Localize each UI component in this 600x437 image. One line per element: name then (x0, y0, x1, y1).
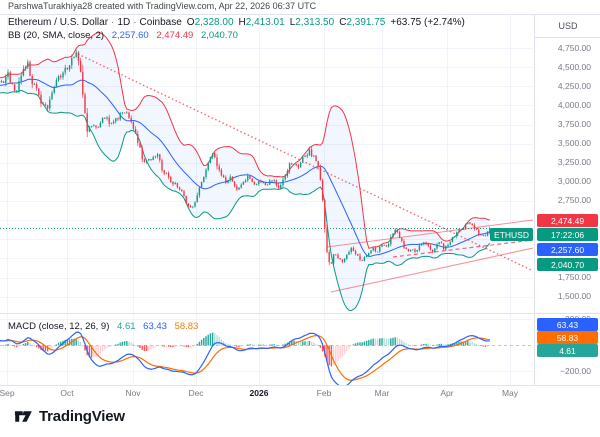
tradingview-logo[interactable]: TradingView (14, 407, 125, 426)
axis-tick-label: 3,250.00 (557, 157, 591, 167)
macd-legend-row[interactable]: MACD (close, 12, 26, 9) 4.61 63.43 58.83 (8, 321, 198, 332)
bb-lower-value: 2,040.70 (200, 30, 238, 41)
macd-indicator-name: MACD (close, 12, 26, 9) (8, 321, 110, 332)
axis-tick-label: 3,500.00 (557, 138, 591, 148)
bb-legend-row[interactable]: BB (20, SMA, close, 2) 2,257.60 2,474.49… (8, 30, 238, 41)
exchange-label: Coinbase (139, 17, 182, 28)
chart-canvas[interactable] (0, 15, 534, 385)
tradingview-logo-icon (14, 411, 32, 422)
axis-tick-label: 3,000.00 (557, 176, 591, 186)
symbol-legend-row[interactable]: Ethereum / U.S. Dollar · 1D · Coinbase O2,328… (8, 17, 465, 28)
pane-separator[interactable] (0, 313, 600, 314)
axis-tick-label: 1,750.00 (557, 272, 591, 282)
bb-upper-badge: 2,474.49 (537, 214, 598, 227)
tradingview-logo-text: TradingView (39, 408, 125, 425)
ohlc-value: 2,328.00 (194, 17, 234, 28)
bb-basis-badge: 2,257.60 (537, 243, 598, 256)
time-axis-label: Oct (60, 388, 74, 398)
credit-text: ParshwaTurakhiya28 created with TradingV… (8, 1, 317, 11)
time-axis-label: Feb (316, 388, 332, 398)
axis-tick-label: 4,750.00 (557, 43, 591, 53)
ohlc-value: 2,313.50 (295, 17, 335, 28)
axis-tick-label: 1,500.00 (557, 291, 591, 301)
axis-tick-label: 4,500.00 (557, 62, 591, 72)
axis-tick-label: 4,250.00 (557, 81, 591, 91)
ohlc-value: 2,391.75 (346, 17, 386, 28)
time-axis-label: Apr (440, 388, 454, 398)
symbol-price-tag: ETHUSD (490, 228, 533, 241)
time-axis[interactable]: Sep Oct Nov Dec 2026 Feb Mar Apr May (0, 385, 600, 401)
top-divider (0, 14, 600, 15)
bb-lower-badge: 2,040.70 (537, 258, 598, 271)
time-axis-label: 2026 (249, 388, 269, 398)
axis-tick-label: −200.00 (560, 366, 591, 376)
time-axis-label: May (501, 388, 519, 398)
footer: TradingView (0, 400, 600, 437)
macd-line-value: 63.43 (143, 321, 167, 332)
time-axis-label: Dec (188, 388, 204, 398)
countdown-badge: 17:22:06 (537, 228, 598, 241)
ohlc-letter: O (186, 17, 195, 28)
axis-tick-label: 4,000.00 (557, 100, 591, 110)
macd-line-badge: 63.43 (537, 318, 598, 331)
axis-tick-label: 2,750.00 (557, 195, 591, 205)
price-axis[interactable]: USD 4,750.00 4,500.00 4,250.00 4,000.00 3,75… (534, 15, 600, 385)
time-axis-label: Nov (125, 388, 141, 398)
change-value: +63.75 (+2.74%) (390, 17, 465, 28)
ohlc-value: 2,413.01 (245, 17, 285, 28)
axis-tick-label: 3,750.00 (557, 119, 591, 129)
currency-label: USD (535, 15, 600, 38)
ohlc-letter: C (339, 17, 347, 28)
bb-basis-value: 2,257.60 (111, 30, 149, 41)
macd-hist-badge: 4.61 (537, 344, 598, 357)
ohlc-letter: L (289, 17, 296, 28)
ohlc-letter: H (238, 17, 246, 28)
macd-signal-value: 58.83 (174, 321, 199, 332)
ohlc-values: O2,328.00 H2,413.01 L2,313.50 C2,391.75 (182, 17, 386, 28)
symbol-title: Ethereum / U.S. Dollar (8, 17, 109, 28)
macd-hist-value: 4.61 (117, 321, 136, 332)
interval-label: 1D (117, 17, 131, 28)
bb-indicator-name: BB (20, SMA, close, 2) (8, 30, 105, 41)
macd-signal-badge: 58.83 (537, 331, 598, 344)
time-axis-label: Mar (374, 388, 390, 398)
time-axis-label: Sep (0, 388, 15, 398)
bb-upper-value: 2,474.49 (156, 30, 194, 41)
